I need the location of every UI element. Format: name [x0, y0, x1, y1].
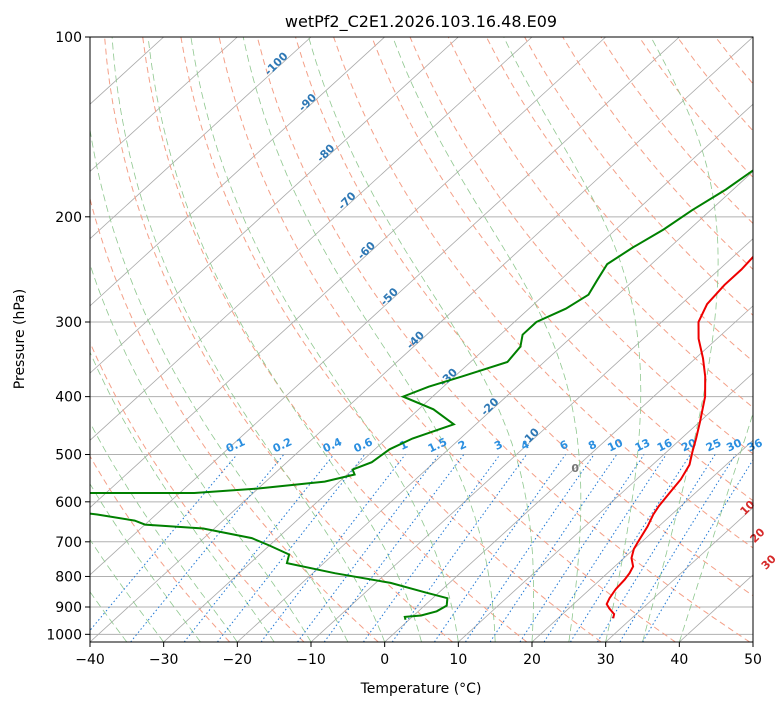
- warm-isotherm-label: 40: [772, 584, 775, 604]
- mixing-ratio-line: [543, 454, 667, 642]
- dry-adiabat-line: [142, 37, 528, 642]
- chart-title: wetPf2_C2E1.2026.103.16.48.E09: [285, 12, 557, 32]
- moist-adiabat-line: [90, 483, 201, 642]
- x-tick-label: −10: [296, 652, 326, 668]
- isotherm-line: [90, 37, 459, 374]
- x-tick-label: −30: [149, 652, 179, 668]
- warm-isotherm-label: 30: [759, 552, 775, 572]
- moist-adiabat-line: [242, 37, 496, 642]
- mixing-ratio-line: [260, 454, 406, 642]
- y-tick-label: 500: [55, 448, 82, 464]
- x-axis-label: Temperature (°C): [360, 681, 482, 697]
- zero-isotherm-label: 0: [571, 462, 579, 475]
- moist-adiabat-line: [147, 37, 422, 642]
- y-tick-label: 600: [55, 495, 82, 511]
- y-tick-label: 200: [55, 210, 82, 226]
- mixing-ratio-label: 25: [704, 436, 723, 454]
- moist-adiabat-line: [90, 421, 238, 642]
- moist-adiabat-line: [308, 37, 534, 642]
- dry-adiabat-line: [90, 341, 305, 642]
- isotherm-line: [237, 170, 753, 642]
- isotherm-line: [90, 37, 606, 509]
- dry-adiabat-line: [485, 37, 753, 362]
- mixing-ratio-label: 10: [606, 436, 626, 454]
- dry-adiabat-line: [754, 37, 775, 642]
- mixing-ratio-line: [297, 454, 440, 642]
- isotherm-line: [90, 37, 238, 172]
- moist-adiabat-line: [90, 127, 349, 642]
- isotherm-line: [605, 507, 753, 642]
- moist-adiabat-line: [190, 37, 459, 642]
- moist-adiabat-line: [90, 351, 275, 642]
- y-tick-label: 800: [55, 569, 82, 585]
- temperature-trace: [605, 255, 753, 619]
- mixing-ratio-line: [519, 454, 645, 642]
- mixing-ratio-label: 16: [655, 436, 675, 454]
- y-tick-label: 400: [55, 390, 82, 406]
- profile-traces: [90, 169, 753, 620]
- isotherm-line: [531, 439, 753, 642]
- isotherm-line: [90, 37, 385, 307]
- moist-adiabat-line: [678, 412, 753, 642]
- mixing-ratio-label: 36: [745, 436, 765, 454]
- x-tick-label: 0: [380, 652, 389, 668]
- x-tick-label: −20: [223, 652, 253, 668]
- background-lines: [90, 37, 775, 642]
- dry-adiabat-line: [256, 37, 751, 642]
- mixing-ratio-label: 30: [724, 436, 744, 454]
- y-tick-label: 100: [55, 30, 82, 46]
- isotherm-line: [310, 238, 753, 642]
- mixing-ratio-line: [433, 454, 566, 642]
- mixing-ratio-label: 20: [679, 436, 699, 454]
- mixing-ratio-line: [569, 454, 691, 642]
- x-tick-label: −40: [75, 652, 105, 668]
- mixing-ratio-line: [323, 454, 465, 642]
- mixing-ratio-line: [217, 454, 366, 642]
- isotherm-line: [90, 37, 753, 642]
- isotherm-line: [90, 37, 312, 240]
- isotherm-line: [384, 305, 753, 642]
- isotherm-line: [458, 372, 753, 642]
- x-tick-label: 20: [523, 652, 541, 668]
- dewpoint-trace: [90, 169, 753, 620]
- dry-adiabat-line: [218, 37, 676, 642]
- dry-adiabat-line: [371, 37, 753, 502]
- moist-adiabat-line: [503, 37, 642, 642]
- y-tick-label: 900: [55, 600, 82, 616]
- y-axis-label: Pressure (hPa): [12, 289, 28, 389]
- dry-adiabat-line: [104, 37, 453, 642]
- mixing-ratio-line: [391, 454, 528, 642]
- mixing-ratio-line: [90, 454, 238, 632]
- x-tick-label: 40: [670, 652, 688, 668]
- mixing-ratio-line: [489, 454, 618, 642]
- x-tick-label: 30: [597, 652, 615, 668]
- y-tick-label: 1000: [46, 627, 82, 643]
- dry-adiabat-line: [333, 37, 753, 549]
- dry-adiabat-line: [90, 196, 379, 642]
- x-tick-label: 50: [744, 652, 762, 668]
- x-tick-label: 10: [449, 652, 467, 668]
- y-tick-label: 300: [55, 315, 82, 331]
- isotherm-line: [752, 641, 753, 642]
- y-tick-label: 700: [55, 535, 82, 551]
- mixing-ratio-line: [362, 454, 501, 642]
- plot-frame: [89, 36, 754, 643]
- moist-adiabat-line: [392, 37, 582, 642]
- moist-adiabat-line: [111, 37, 386, 642]
- mixing-ratio-label: 13: [633, 436, 652, 454]
- dry-adiabat-line: [447, 37, 753, 409]
- dry-adiabat-line: [524, 37, 753, 316]
- mixing-ratio-line: [464, 454, 595, 642]
- moist-adiabat-line: [90, 263, 312, 642]
- axis-ticks: −40 −30 −20 −10 0 10 20 30 40 5010009008007006005…: [46, 30, 762, 668]
